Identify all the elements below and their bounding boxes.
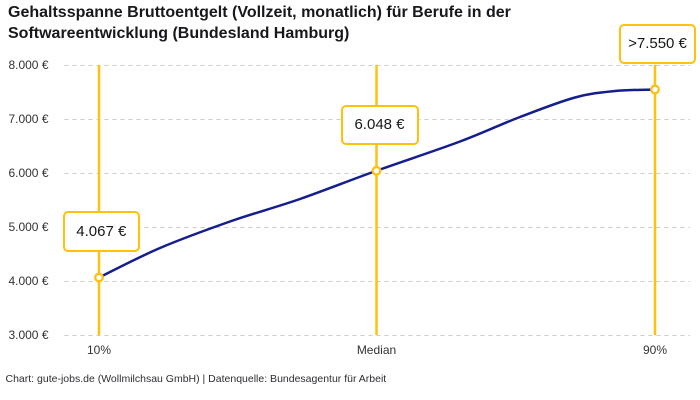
svg-text:10%: 10%	[87, 343, 111, 357]
svg-text:Median: Median	[357, 343, 396, 357]
svg-text:3.000 €: 3.000 €	[8, 328, 48, 342]
svg-text:5.000 €: 5.000 €	[8, 220, 48, 234]
svg-text:90%: 90%	[643, 343, 667, 357]
svg-text:4.000 €: 4.000 €	[8, 274, 48, 288]
svg-text:6.000 €: 6.000 €	[8, 166, 48, 180]
svg-text:7.000 €: 7.000 €	[8, 112, 48, 126]
svg-text:8.000 €: 8.000 €	[8, 58, 48, 72]
